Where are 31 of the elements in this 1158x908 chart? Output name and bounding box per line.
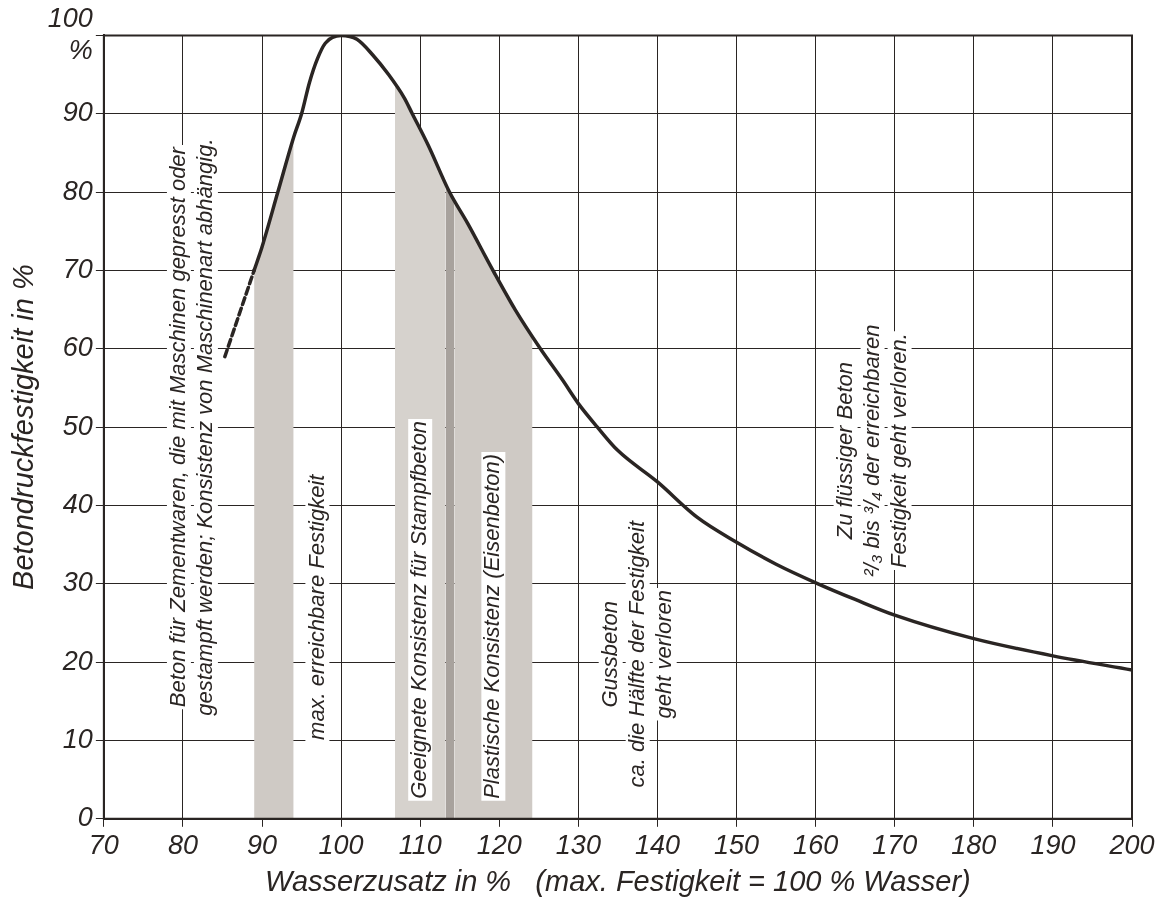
x-tick-label: 130	[555, 829, 601, 860]
y-tick-label: 70	[62, 253, 93, 284]
x-tick-label: 80	[167, 829, 198, 860]
x-axis-title: Wasserzusatz in % (max. Festigkeit = 100 % Wasser)	[265, 864, 971, 897]
x-tick-label: 110	[398, 829, 442, 860]
y-tick-label: 90	[62, 97, 93, 128]
y-tick-label: 40	[62, 488, 93, 519]
x-tick-label: 190	[1030, 829, 1076, 860]
x-tick-label: 90	[247, 829, 278, 860]
y-tick-label: 20	[61, 645, 93, 676]
y-tick-label: 100 %	[47, 2, 93, 66]
band-label: Plastische Konsistenz (Eisenbeton)	[479, 453, 505, 799]
x-tick-label: 100	[318, 829, 364, 860]
x-tick-label: 120	[476, 829, 522, 860]
x-tick-label: 140	[634, 829, 680, 860]
annotation: max. erreichbare Festigkeit	[303, 473, 329, 740]
y-tick-label: 50	[62, 410, 93, 441]
y-axis-title: Betondruckfestigkeit in %	[7, 264, 40, 590]
x-tick-label: 180	[951, 829, 997, 860]
band-label: Geeignete Konsistenz für Stampfbeton	[406, 420, 432, 799]
y-tick-label: 80	[62, 175, 93, 206]
y-tick-label: 60	[62, 332, 93, 363]
y-tick-label: 30	[62, 567, 93, 598]
x-tick-label: 170	[872, 829, 918, 860]
annotation: Zu flüssiger Beton ²/₃ bis ³/₄ der erreichbaren Festigkeit geht verloren.	[831, 324, 911, 577]
annotation: Gussbeton ca. die Hälfte der Festigkeit geht verloren	[596, 520, 676, 788]
x-tick-label: 200	[1108, 829, 1155, 860]
x-tick-label: 150	[714, 829, 760, 860]
x-tick-label: 160	[793, 829, 839, 860]
y-tick-label: 10	[62, 723, 93, 754]
annotation: Beton für Zementwaren, die mit Maschinen gepresst oder gestampft werden; Konsistenz von Maschinenart abhängig.	[165, 138, 218, 716]
